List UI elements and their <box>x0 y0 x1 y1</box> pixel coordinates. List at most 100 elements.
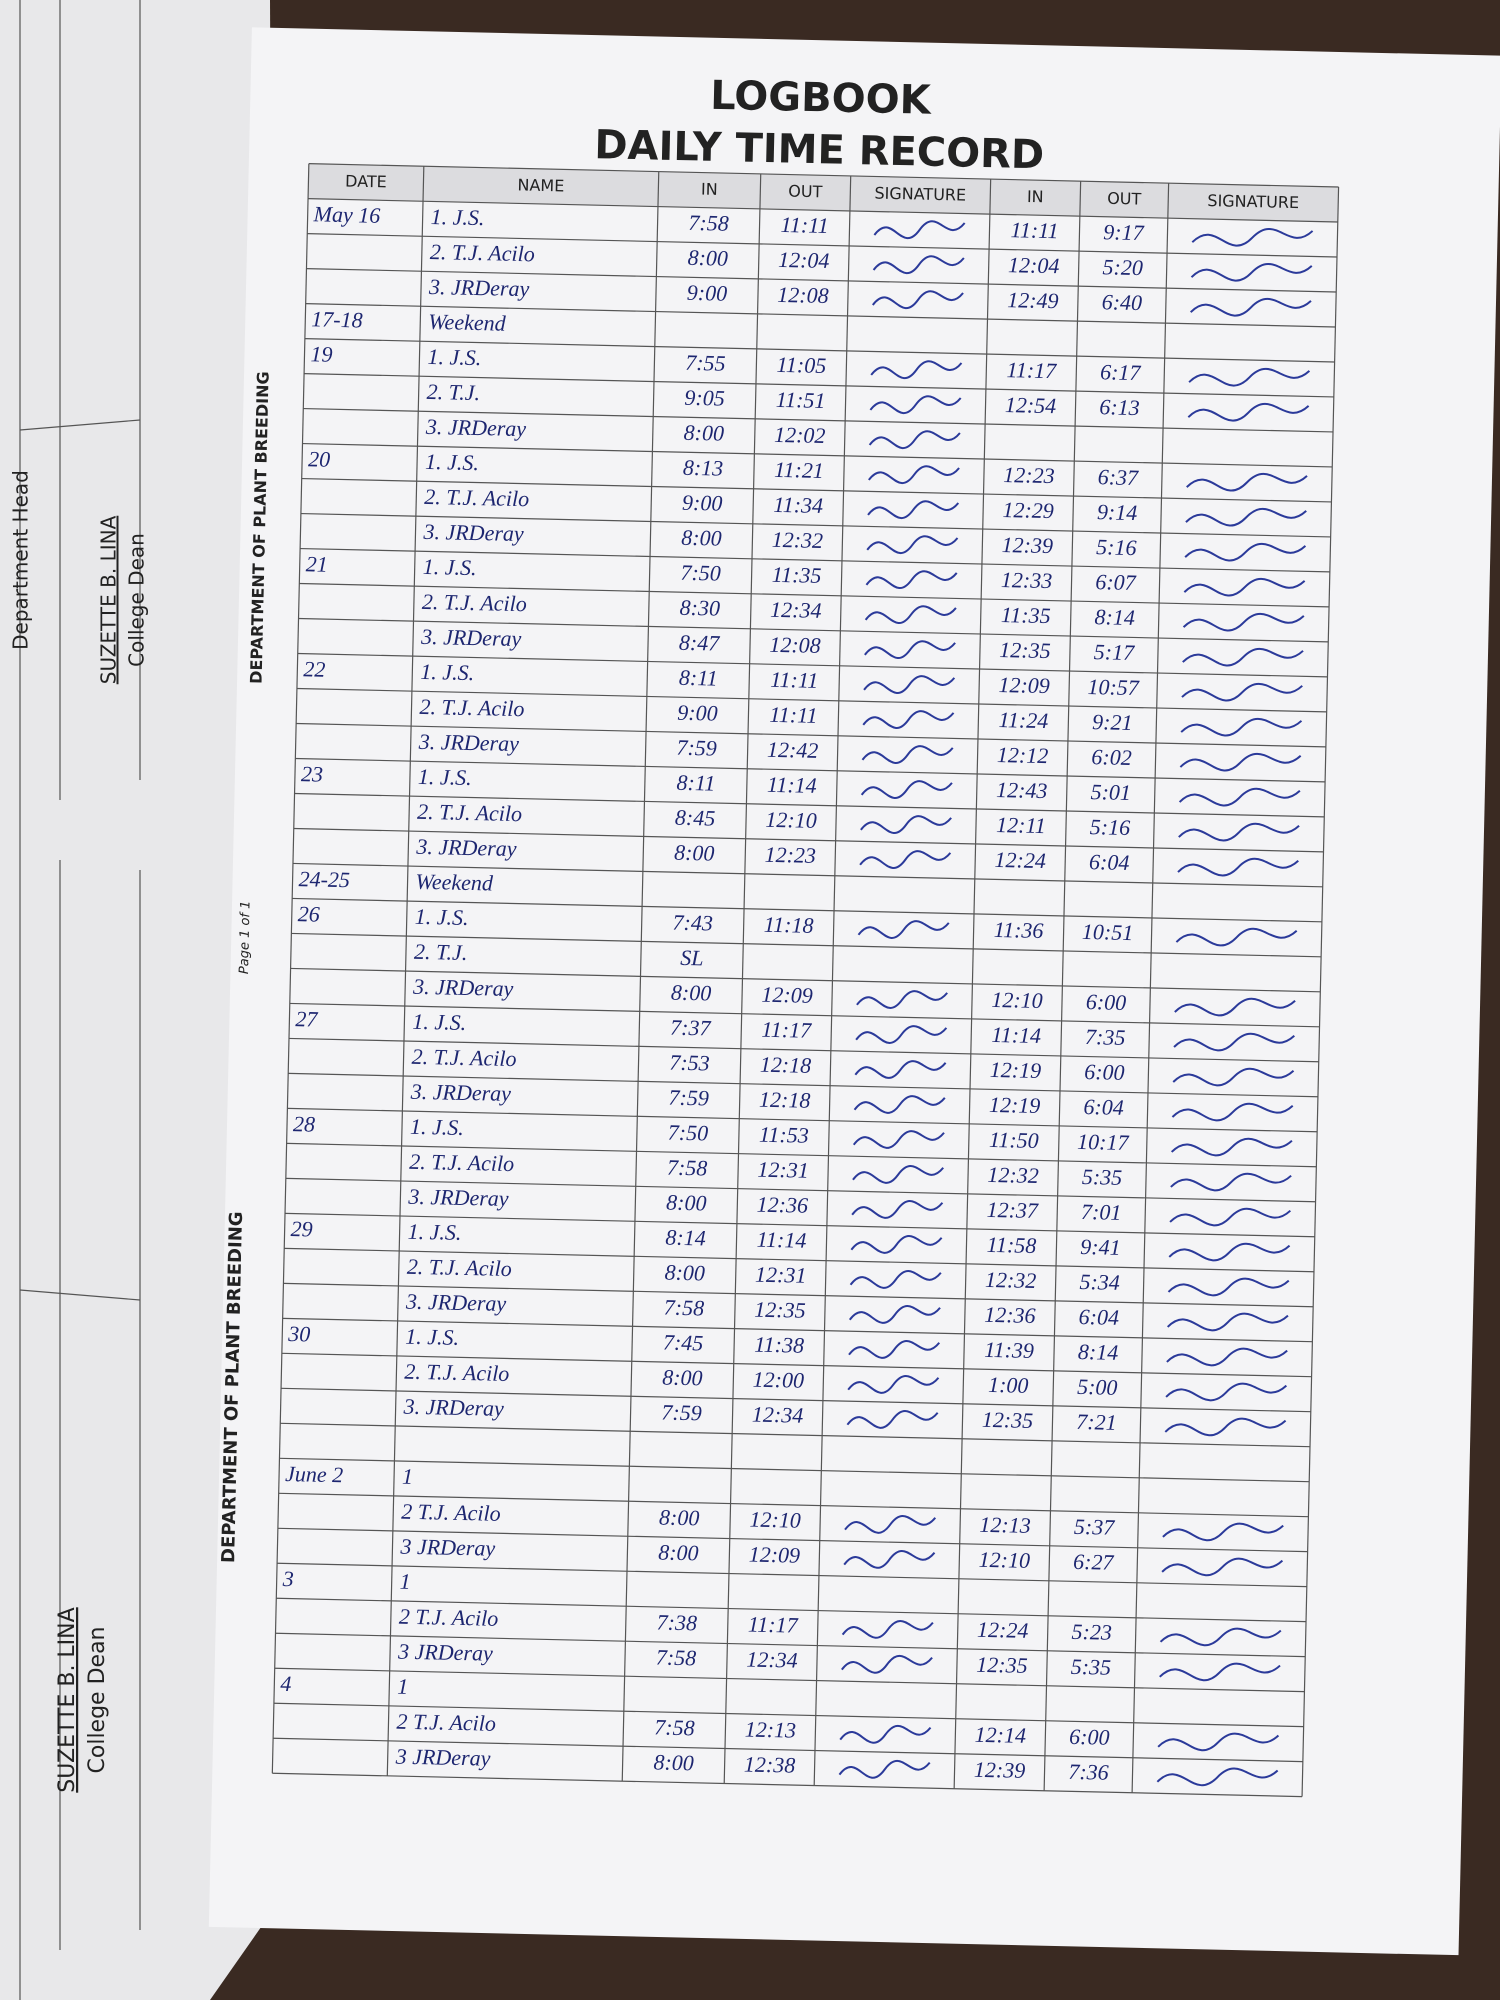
time-cell: 9:00 <box>687 280 728 306</box>
time-cell: 11:35 <box>1001 602 1051 628</box>
time-cell: 7:01 <box>1081 1199 1122 1225</box>
sheet: DEPARTMENT OF PLANT BREEDING DEPARTMENT … <box>208 27 1500 1956</box>
time-cell: 5:35 <box>1082 1164 1123 1190</box>
column-header: DATE <box>345 171 387 191</box>
time-cell: 12:32 <box>771 527 823 553</box>
time-cell: 10:57 <box>1087 674 1140 700</box>
signature <box>864 605 957 624</box>
row-rule <box>274 1667 1305 1693</box>
row-rule <box>287 1107 1318 1133</box>
signature <box>1166 1347 1288 1367</box>
time-cell: 12:39 <box>974 1757 1026 1783</box>
name-cell: 2. T.J. Acilo <box>411 1044 516 1071</box>
signature <box>870 360 963 379</box>
row-rule <box>307 233 1338 258</box>
row-rule <box>277 1527 1308 1553</box>
time-cell: 6:04 <box>1078 1304 1119 1330</box>
time-cell: 1:00 <box>988 1372 1029 1398</box>
signature <box>843 1549 936 1569</box>
time-cell: 12:31 <box>757 1157 809 1183</box>
signature <box>1172 1067 1295 1087</box>
signature <box>864 640 956 659</box>
row-rule <box>303 407 1334 433</box>
time-cell: 7:50 <box>668 1120 709 1146</box>
time-cell: 12:11 <box>996 812 1046 838</box>
name-cell: 2 T.J. Acilo <box>396 1709 496 1736</box>
signature <box>1182 647 1304 667</box>
signature <box>850 1235 943 1254</box>
department-head: Department Head <box>9 470 33 650</box>
time-cell: 8:00 <box>666 1190 707 1216</box>
row-rule <box>305 303 1336 328</box>
time-cell: 12:18 <box>760 1052 812 1078</box>
name-cell: 2. T.J. Acilo <box>419 694 524 721</box>
name-cell: 3. JRDeray <box>405 1289 507 1316</box>
time-cell: 5:23 <box>1071 1619 1112 1645</box>
name-cell: 1. J.S. <box>430 204 484 230</box>
time-cell: 12:34 <box>752 1402 804 1428</box>
date-cell: 24-25 <box>298 866 350 892</box>
time-cell: 8:14 <box>1094 604 1135 630</box>
row-rule <box>278 1492 1309 1518</box>
signature <box>853 1095 946 1114</box>
date-cell: 20 <box>308 446 331 471</box>
signature <box>1165 1382 1288 1402</box>
time-cell: 7:59 <box>676 735 717 761</box>
time-cell: 11:38 <box>754 1332 804 1358</box>
signature <box>1161 1557 1284 1577</box>
time-cell: 12:13 <box>979 1512 1031 1538</box>
time-cell: 12:19 <box>989 1092 1041 1118</box>
row-rule <box>308 163 1339 188</box>
time-cell: 5:37 <box>1074 1514 1116 1540</box>
row-rule <box>292 897 1322 923</box>
time-cell: 11:24 <box>998 707 1048 733</box>
time-cell: 8:47 <box>679 630 721 656</box>
time-cell: 12:08 <box>769 632 821 658</box>
name-cell: 2 T.J. Acilo <box>399 1604 499 1631</box>
time-cell: 12:14 <box>974 1722 1026 1748</box>
time-cell: 12:32 <box>985 1267 1037 1293</box>
signature <box>848 1305 941 1324</box>
left-page: Department Head SUZETTE B. LINA College … <box>0 0 280 2000</box>
row-rule <box>280 1422 1311 1448</box>
signature <box>852 1165 945 1184</box>
time-cell: 11:35 <box>772 562 822 588</box>
column-header: OUT <box>788 182 823 202</box>
time-cell: 12:13 <box>744 1716 796 1742</box>
name-cell: 1. J.S. <box>418 764 472 790</box>
signature <box>1171 1102 1294 1122</box>
time-cell: 5:01 <box>1090 779 1131 805</box>
date-cell: 4 <box>280 1671 292 1696</box>
name-cell: 3. JRDeray <box>428 274 530 301</box>
signature <box>1166 1312 1289 1332</box>
name-cell: 3 JRDeray <box>397 1639 493 1666</box>
name-cell: 1. J.S. <box>412 1009 466 1035</box>
row-rule <box>288 1037 1319 1063</box>
time-cell: 6:37 <box>1098 464 1140 490</box>
row-rule <box>302 442 1333 468</box>
time-cell: 12:32 <box>987 1162 1039 1188</box>
time-cell: 11:58 <box>986 1232 1036 1258</box>
time-cell: 8:00 <box>658 1539 699 1565</box>
row-rule <box>296 722 1326 748</box>
row-rule <box>273 1737 1303 1763</box>
name-cell: 3 JRDeray <box>394 1744 490 1771</box>
time-cell: 12:37 <box>986 1197 1039 1223</box>
signature <box>1186 472 1308 492</box>
row-rule <box>272 1772 1303 1798</box>
name-cell: 3. JRDeray <box>422 519 524 546</box>
row-rule <box>294 792 1325 818</box>
row-rule <box>297 652 1328 678</box>
signature <box>1184 542 1307 562</box>
signature <box>1156 1767 1279 1787</box>
date-cell: 27 <box>295 1006 319 1032</box>
time-cell: 12:31 <box>755 1262 807 1288</box>
time-cell: 12:24 <box>977 1617 1029 1643</box>
date-cell: 19 <box>310 341 333 366</box>
date-cell: 3 <box>281 1566 294 1591</box>
signature <box>1167 1277 1290 1297</box>
signature <box>1173 1032 1295 1052</box>
time-cell: 5:16 <box>1096 534 1137 560</box>
time-cell: 11:11 <box>769 702 818 728</box>
signature <box>838 1759 931 1779</box>
